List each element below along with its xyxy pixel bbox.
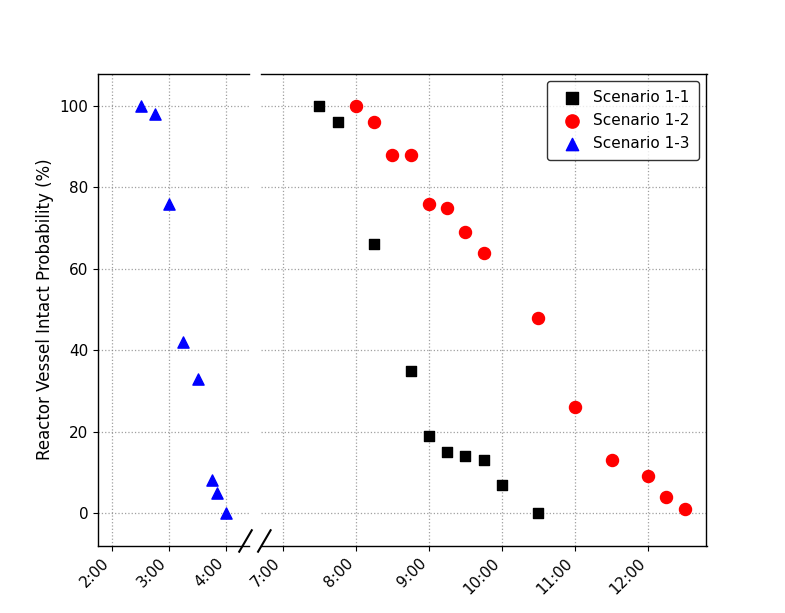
Scenario 1-1 [404, 366, 417, 376]
Scenario 1-3 [134, 101, 147, 111]
Scenario 1-1 [368, 240, 381, 249]
Scenario 1-3 [220, 508, 232, 518]
Scenario 1-2 [386, 150, 399, 160]
Scenario 1-3 [206, 476, 218, 485]
Scenario 1-2 [422, 199, 435, 208]
Scenario 1-3 [149, 109, 162, 119]
Scenario 1-1 [313, 101, 326, 111]
Scenario 1-1 [422, 431, 435, 441]
Scenario 1-2 [605, 455, 618, 465]
Scenario 1-1 [477, 455, 490, 465]
Scenario 1-2 [660, 492, 673, 501]
Scenario 1-3 [192, 374, 204, 384]
Scenario 1-3 [177, 337, 190, 347]
Scenario 1-2 [368, 118, 381, 128]
Scenario 1-1 [532, 508, 545, 518]
Scenario 1-2 [568, 402, 581, 412]
Scenario 1-2 [532, 313, 545, 322]
Scenario 1-3 [210, 488, 223, 498]
Scenario 1-3 [39, 476, 52, 485]
Scenario 1-2 [477, 248, 490, 257]
Legend: Scenario 1-1, Scenario 1-2, Scenario 1-3: Scenario 1-1, Scenario 1-2, Scenario 1-3 [547, 81, 699, 160]
Scenario 1-1 [459, 451, 472, 461]
Scenario 1-3 [46, 488, 58, 498]
Scenario 1-3 [21, 374, 34, 384]
Scenario 1-1 [331, 118, 344, 128]
Scenario 1-2 [404, 150, 417, 160]
Scenario 1-2 [642, 471, 655, 481]
Scenario 1-3 [163, 199, 176, 208]
Scenario 1-1 [495, 479, 508, 489]
Scenario 1-2 [349, 101, 362, 111]
Scenario 1-2 [678, 504, 691, 514]
Scenario 1-2 [441, 203, 454, 213]
Scenario 1-2 [459, 227, 472, 237]
Scenario 1-3 [57, 508, 70, 518]
Scenario 1-3 [2, 337, 15, 347]
Y-axis label: Reactor Vessel Intact Probability (%): Reactor Vessel Intact Probability (%) [36, 159, 54, 460]
Scenario 1-1 [441, 447, 454, 457]
